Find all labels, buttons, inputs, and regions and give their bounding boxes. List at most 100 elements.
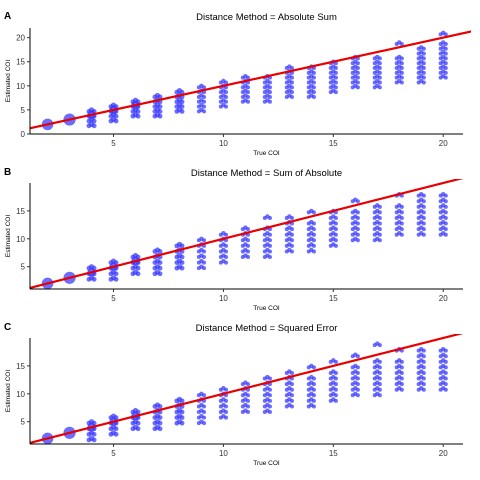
data-point <box>306 238 311 243</box>
y-axis-title: Estimated COI <box>5 370 12 412</box>
data-point <box>152 404 158 409</box>
x-tick-label: 10 <box>219 139 228 148</box>
data-point <box>86 265 92 271</box>
data-point <box>174 420 180 426</box>
data-point <box>267 85 272 90</box>
data-point <box>86 109 92 114</box>
data-point <box>262 398 267 403</box>
data-point <box>421 376 426 381</box>
data-point <box>306 227 311 232</box>
data-point <box>311 80 316 85</box>
data-point <box>311 94 316 99</box>
data-point <box>394 70 399 75</box>
data-point <box>86 437 92 443</box>
data-point <box>328 376 333 381</box>
data-point <box>240 94 245 99</box>
data-point <box>224 415 229 420</box>
data-point <box>443 193 448 198</box>
data-point <box>377 210 382 215</box>
data-point <box>421 51 426 56</box>
data-point <box>108 118 114 124</box>
data-point <box>267 215 272 220</box>
data-point <box>350 221 355 226</box>
data-point <box>355 382 360 387</box>
data-point <box>157 265 163 271</box>
data-point <box>328 359 333 364</box>
data-point <box>394 56 399 61</box>
data-point <box>438 382 443 387</box>
data-point <box>86 420 92 426</box>
data-point <box>262 255 267 260</box>
data-point <box>267 255 272 260</box>
data-point <box>218 398 223 403</box>
data-point <box>350 215 355 220</box>
data-point <box>289 398 294 403</box>
data-point <box>113 431 119 437</box>
data-point <box>350 376 355 381</box>
data-point <box>240 243 245 248</box>
data-point <box>372 215 377 220</box>
data-point <box>246 238 251 243</box>
data-point <box>416 387 421 392</box>
data-point <box>152 113 158 119</box>
data-point <box>394 359 399 364</box>
data-point <box>179 109 185 114</box>
data-point <box>416 354 421 359</box>
data-point <box>306 393 311 398</box>
data-point <box>328 70 333 75</box>
data-point <box>284 94 289 99</box>
data-point <box>157 94 163 100</box>
data-point <box>311 249 316 254</box>
data-point <box>421 359 426 364</box>
data-point <box>135 109 141 114</box>
data-point <box>377 80 382 85</box>
data-point <box>416 359 421 364</box>
data-point <box>218 99 223 104</box>
identity-line <box>30 179 464 289</box>
data-point <box>443 221 448 226</box>
data-point <box>372 75 377 80</box>
data-point <box>421 80 426 85</box>
data-point <box>438 370 443 375</box>
data-point <box>311 398 316 403</box>
data-point <box>91 420 97 426</box>
data-point <box>113 276 119 282</box>
data-point <box>443 348 448 353</box>
data-point <box>333 359 338 364</box>
data-point <box>86 123 92 129</box>
x-tick-label: 5 <box>111 449 116 458</box>
y-tick-label: 5 <box>21 263 26 272</box>
data-point <box>196 85 201 90</box>
data-point <box>399 370 404 375</box>
data-point <box>196 393 201 398</box>
data-point <box>377 387 382 392</box>
data-point <box>306 376 311 381</box>
data-point <box>218 80 223 85</box>
data-point <box>289 393 294 398</box>
data-point <box>372 359 377 364</box>
data-point <box>202 421 207 426</box>
data-point <box>157 260 163 266</box>
data-point <box>86 118 92 124</box>
data-point <box>108 415 114 421</box>
chart-title: Distance Method = Squared Error <box>196 323 338 334</box>
data-point <box>421 221 426 226</box>
data-point <box>399 227 404 232</box>
data-point <box>218 404 223 409</box>
y-tick-label: 0 <box>21 130 26 139</box>
data-point <box>377 221 382 226</box>
data-point <box>328 215 333 220</box>
data-point <box>224 387 229 392</box>
data-point <box>421 382 426 387</box>
data-point <box>179 243 185 249</box>
data-point <box>135 271 141 277</box>
data-point <box>350 393 355 398</box>
data-point <box>224 410 229 415</box>
data-point <box>174 243 180 249</box>
data-point <box>328 232 333 237</box>
data-point <box>328 66 333 71</box>
data-point <box>443 51 448 56</box>
data-point <box>328 90 333 95</box>
data-point <box>311 75 316 80</box>
